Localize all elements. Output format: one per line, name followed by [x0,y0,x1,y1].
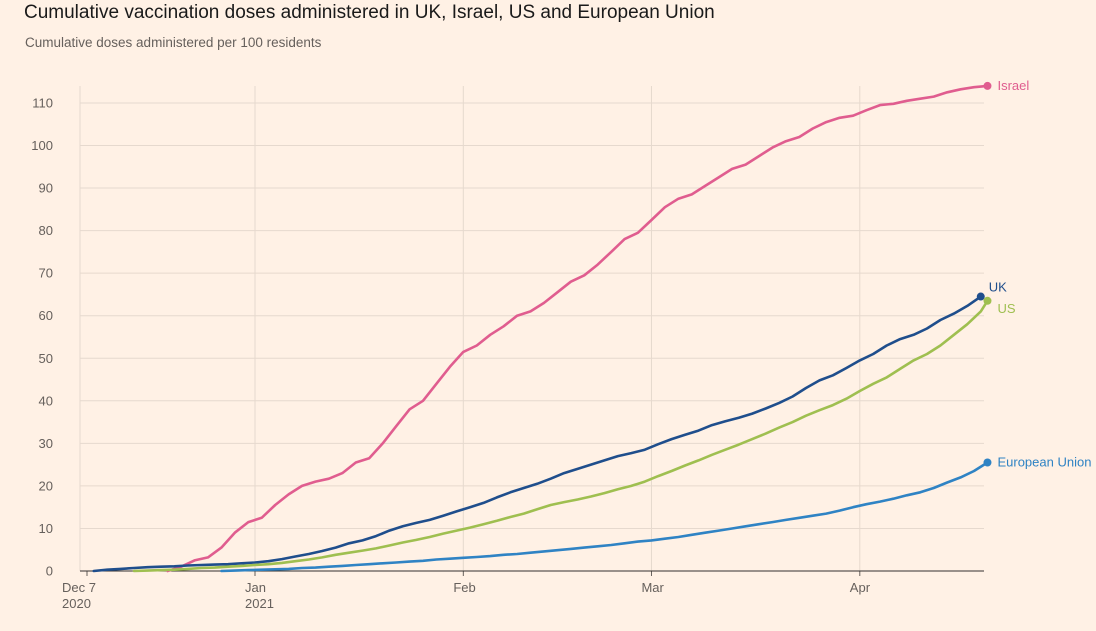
series-line-us [132,299,989,573]
x-tick-label: Mar [641,580,664,595]
series-line-uk [92,295,983,573]
series-end-dot-european-union [983,458,992,467]
series-label-european-union: European Union [997,454,1091,469]
y-tick-label: 110 [32,95,53,110]
y-tick-label: 50 [39,351,53,366]
x-tick-label: Apr [850,580,871,595]
series-lines [92,81,992,573]
series-labels: Israel UK US European Union [989,78,1092,470]
x-tick-label: Feb [453,580,475,595]
series-line-israel [166,84,989,573]
y-tick-label: 10 [39,521,53,536]
y-tick-label: 100 [31,138,53,153]
series-line-european-union [220,461,989,573]
x-tick-sublabel: 2021 [245,596,274,611]
y-tick-label: 70 [39,266,53,281]
grid-lines [79,86,984,571]
series-end-dot-uk [976,292,985,301]
x-tick-label: Dec 7 [62,580,96,595]
chart-title: Cumulative vaccination doses administere… [24,2,715,23]
series-label-us: US [997,301,1015,316]
x-tick-sublabel: 2020 [62,596,91,611]
series-end-dot-israel [983,81,992,90]
y-tick-label: 90 [39,181,53,196]
series-label-israel: Israel [997,78,1029,93]
y-tick-label: 60 [39,308,53,323]
y-axis: 0 10 20 30 40 50 60 70 80 90 100 110 [31,95,53,578]
y-tick-label: 80 [39,223,53,238]
chart-subtitle: Cumulative doses administered per 100 re… [25,35,322,50]
x-tick-label: Jan [245,580,266,595]
series-end-dot-us [983,296,992,305]
y-tick-label: 0 [46,564,53,579]
y-tick-label: 20 [39,478,53,493]
y-tick-label: 40 [39,393,53,408]
y-tick-label: 30 [39,436,53,451]
series-label-uk: UK [989,280,1007,295]
